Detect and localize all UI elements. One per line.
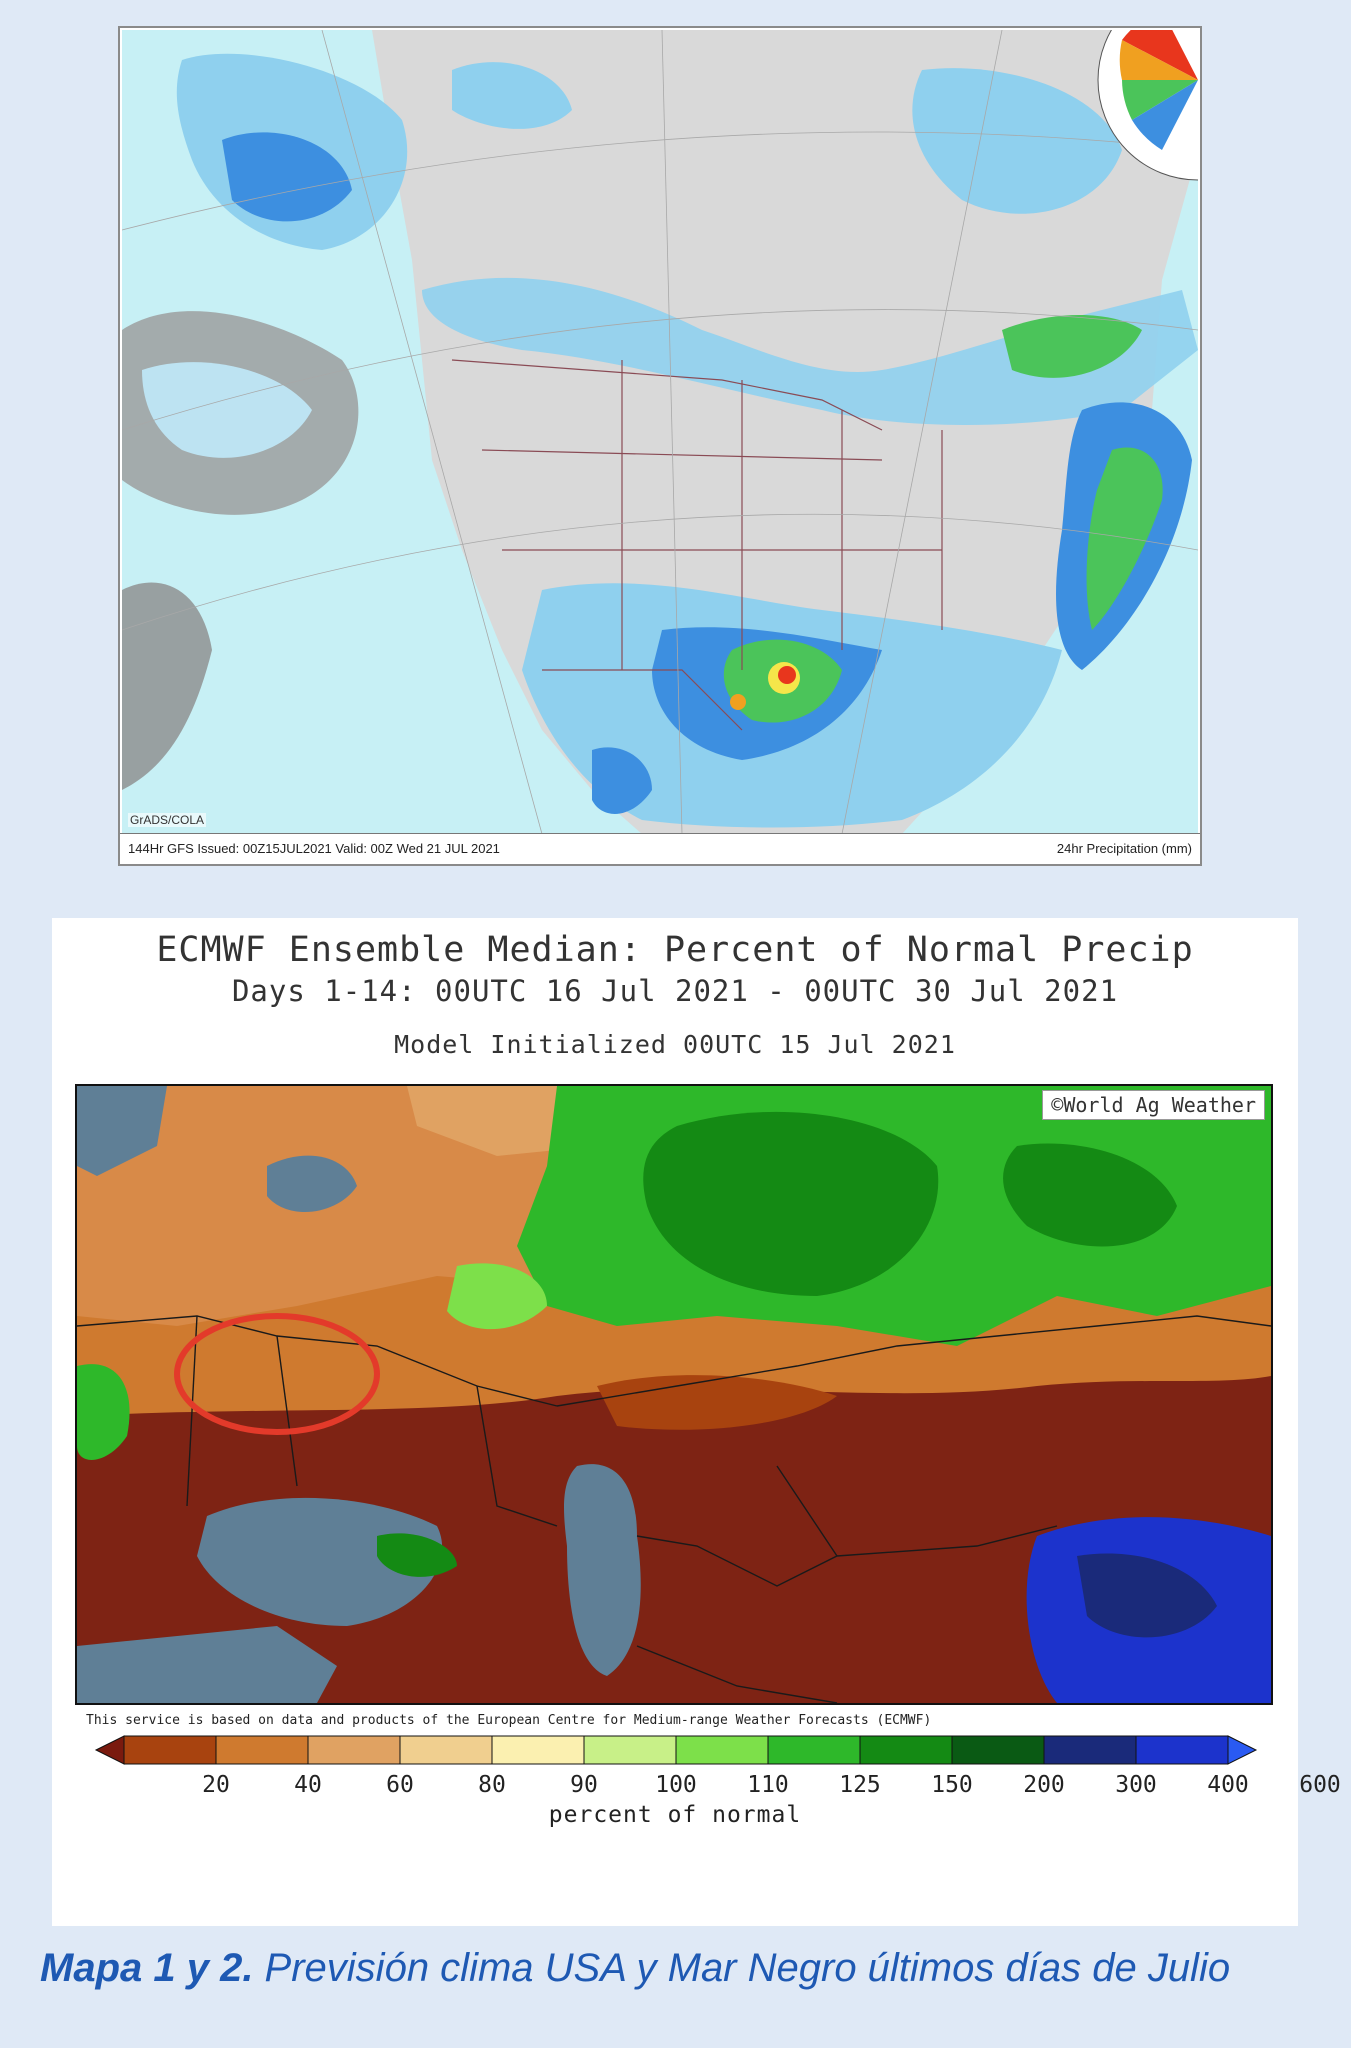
south-dry-region xyxy=(77,1376,1271,1703)
colorbar-tick-label: 150 xyxy=(931,1772,973,1798)
atlantic-green-core xyxy=(1086,447,1163,630)
west-green-area xyxy=(77,1364,130,1460)
colorbar-tick-label: 600 xyxy=(1299,1772,1341,1798)
figure-caption: Mapa 1 y 2. Previsión clima USA y Mar Ne… xyxy=(40,1946,1330,1991)
colorbar-tick-label: 20 xyxy=(202,1772,230,1798)
colorbar-tick-label: 200 xyxy=(1023,1772,1065,1798)
colorbar-tick-label: 300 xyxy=(1115,1772,1157,1798)
russia-dark-green xyxy=(643,1111,939,1296)
hudson-precip xyxy=(912,68,1122,214)
percent-normal-colorbar xyxy=(94,1735,1258,1765)
colorbar-segment xyxy=(399,1735,493,1765)
canada-precip-band xyxy=(422,277,1198,425)
colorbar-segment xyxy=(951,1735,1045,1765)
colorbar-segment xyxy=(583,1735,677,1765)
colorbar-segment xyxy=(307,1735,401,1765)
map1-footer: 144Hr GFS Issued: 00Z15JUL2021 Valid: 00… xyxy=(120,833,1200,864)
caption-text: Previsión clima USA y Mar Negro últimos … xyxy=(253,1946,1231,1990)
colorbar-tick-label: 60 xyxy=(386,1772,414,1798)
texas-orange-core xyxy=(730,694,746,710)
colorbar-segment xyxy=(859,1735,953,1765)
ecmwf-subtitle: Days 1-14: 00UTC 16 Jul 2021 - 00UTC 30 … xyxy=(231,974,1119,1008)
lake-ladoga xyxy=(267,1155,357,1213)
graticule xyxy=(122,30,1198,834)
gfs-precipitation-map: GrADS/COLA 144Hr GFS Issued: 00Z15JUL202… xyxy=(118,26,1202,866)
colorbar-tick-label: 80 xyxy=(478,1772,506,1798)
colorbar-segment xyxy=(491,1735,585,1765)
mediterranean-sea xyxy=(77,1626,337,1703)
pacific-light-blue-area xyxy=(142,362,312,458)
precipitation-color-wheel-icon xyxy=(1097,30,1198,181)
colorbar-label: percent of normal xyxy=(548,1802,802,1828)
baltic-sea xyxy=(77,1086,167,1176)
alaska-precip-core xyxy=(222,132,352,222)
red-circle-highlight-ukraine xyxy=(174,1313,380,1435)
himalaya-dark-blue xyxy=(1077,1553,1217,1638)
colorbar-tick-label: 90 xyxy=(570,1772,598,1798)
north-america-precip-map xyxy=(122,30,1198,834)
colorbar-tick-label: 40 xyxy=(294,1772,322,1798)
colorbar-segment xyxy=(1043,1735,1137,1765)
central-light-green xyxy=(447,1263,547,1330)
ecmwf-panel: ECMWF Ensemble Median: Percent of Normal… xyxy=(52,918,1341,1926)
colorbar-arrow-left xyxy=(94,1735,125,1765)
mexico-precip xyxy=(592,747,652,814)
colorbar-segment xyxy=(123,1735,217,1765)
map-credit: GrADS/COLA xyxy=(128,813,207,827)
black-sea xyxy=(197,1497,443,1626)
colorbar-segment xyxy=(675,1735,769,1765)
colorbar-tick-label: 110 xyxy=(747,1772,789,1798)
north-precip xyxy=(452,62,572,129)
black-sea-precip-map: ©World Ag Weather xyxy=(75,1084,1273,1705)
pacific-gray-south xyxy=(122,582,212,790)
colorbar-arrow-right xyxy=(1227,1735,1258,1765)
caption-bold: Mapa 1 y 2. xyxy=(40,1946,254,1990)
colorbar-tick-label: 100 xyxy=(655,1772,697,1798)
east-canada-green xyxy=(1002,315,1142,378)
ecmwf-map-canvas xyxy=(77,1086,1271,1703)
precip-units-label: 24hr Precipitation (mm) xyxy=(1056,841,1192,856)
colorbar-segment xyxy=(215,1735,309,1765)
ecmwf-disclaimer: This service is based on data and produc… xyxy=(86,1713,932,1728)
colorbar-tick-label: 125 xyxy=(839,1772,881,1798)
political-borders xyxy=(451,359,943,731)
country-borders xyxy=(77,1315,1271,1703)
ecmwf-title: ECMWF Ensemble Median: Percent of Normal… xyxy=(156,930,1194,970)
ecmwf-init-label: Model Initialized 00UTC 15 Jul 2021 xyxy=(394,1030,956,1059)
caspian-sea xyxy=(564,1464,641,1676)
colorbar-tick-label: 400 xyxy=(1207,1772,1249,1798)
siberia-dark-green xyxy=(1003,1143,1177,1247)
world-ag-weather-watermark: ©World Ag Weather xyxy=(1042,1090,1265,1120)
texas-red-core xyxy=(778,666,796,684)
colorbar-segment xyxy=(1135,1735,1229,1765)
caucasus-green xyxy=(377,1533,457,1577)
colorbar-segment xyxy=(767,1735,861,1765)
gfs-issue-valid-label: 144Hr GFS Issued: 00Z15JUL2021 Valid: 00… xyxy=(128,841,500,856)
